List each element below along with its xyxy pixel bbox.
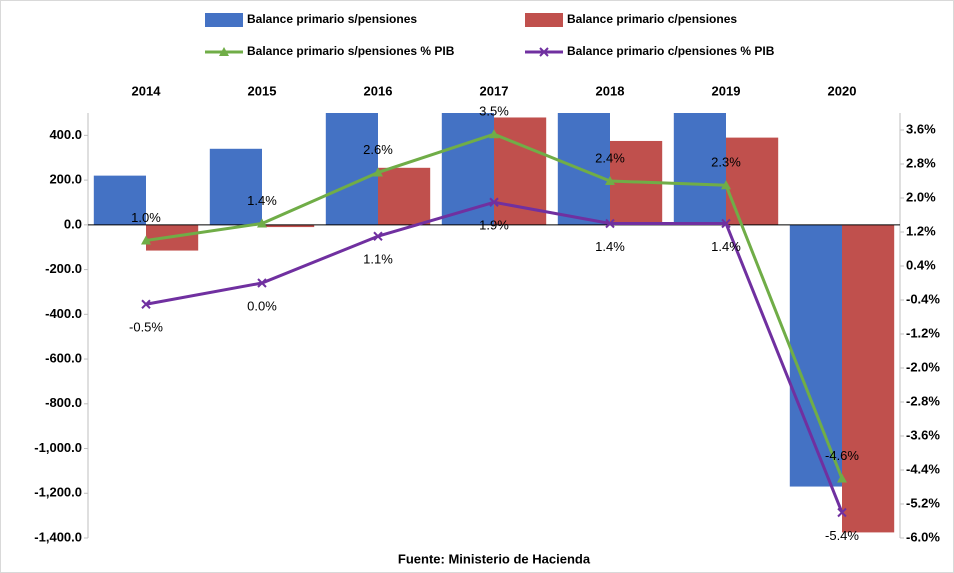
bar [325, 113, 378, 225]
y-tick-label: -1,000.0 [34, 440, 82, 455]
y-tick-label: -200.0 [45, 261, 82, 276]
bar [494, 117, 547, 225]
legend-label: Balance primario s/pensiones % PIB [247, 44, 455, 58]
plot-area [93, 113, 895, 533]
y-tick-label: -600.0 [45, 350, 82, 365]
marker [141, 235, 151, 245]
data-label: 1.9% [479, 218, 509, 233]
y-tick-label: 400.0 [49, 127, 82, 142]
y2-tick-label: -1.2% [906, 325, 940, 340]
marker [257, 218, 267, 228]
y2-tick-label: -4.4% [906, 461, 940, 476]
x-tick-label: 2020 [828, 83, 857, 98]
y2-tick-label: -3.6% [906, 427, 940, 442]
bar [209, 148, 262, 225]
x-tick-label: 2019 [712, 83, 741, 98]
y2-tick-label: -0.4% [906, 291, 940, 306]
y2-tick-label: 3.6% [906, 121, 936, 136]
marker [489, 197, 499, 207]
legend-swatch [205, 13, 243, 27]
bar [842, 224, 895, 533]
y-tick-label: 200.0 [49, 172, 82, 187]
marker [837, 507, 847, 518]
data-label: 1.0% [131, 210, 161, 225]
data-label: 2.4% [595, 150, 625, 165]
y-tick-label: -800.0 [45, 395, 82, 410]
marker [837, 473, 847, 483]
data-label: 2.3% [711, 155, 741, 170]
y2-tick-label: -2.8% [906, 393, 940, 408]
data-label: 1.4% [595, 239, 625, 254]
marker [141, 299, 151, 309]
marker [257, 278, 267, 288]
x-tick-label: 2015 [248, 83, 277, 98]
y2-tick-label: -5.2% [906, 495, 940, 510]
data-label: -0.5% [129, 320, 163, 335]
bar [262, 224, 315, 228]
marker [721, 218, 731, 229]
marker [373, 231, 383, 241]
data-label: -5.4% [825, 528, 859, 543]
bar [726, 137, 779, 225]
bar [673, 113, 726, 225]
bar [789, 224, 842, 487]
y2-tick-label: -2.0% [906, 359, 940, 374]
legend-label: Balance primario c/pensiones % PIB [567, 44, 775, 58]
y2-tick-label: 1.2% [906, 223, 936, 238]
data-label: 2.6% [363, 142, 393, 157]
source: Fuente: Ministerio de Hacienda [398, 551, 591, 566]
data-label: 0.0% [247, 298, 277, 313]
y-tick-label: 0.0 [64, 216, 82, 231]
y2-tick-label: 2.8% [906, 155, 936, 170]
data-label: 1.4% [247, 193, 277, 208]
data-label: 3.5% [479, 104, 509, 119]
x-tick-label: 2014 [132, 83, 162, 98]
marker [721, 180, 731, 190]
y-tick-label: -400.0 [45, 306, 82, 321]
x-tick-label: 2017 [480, 83, 509, 98]
marker [373, 167, 383, 177]
legend-label: Balance primario c/pensiones [567, 12, 737, 26]
data-label: 1.4% [711, 239, 741, 254]
y2-tick-label: 0.4% [906, 257, 936, 272]
y-tick-label: -1,400.0 [34, 529, 82, 544]
marker [605, 218, 615, 229]
data-label: 1.1% [363, 252, 393, 267]
legend-marker [539, 47, 549, 57]
legend-swatch [525, 13, 563, 27]
legend-marker [219, 47, 229, 56]
x-tick-label: 2016 [364, 83, 393, 98]
legend-label: Balance primario s/pensiones [247, 12, 417, 26]
x-tick-label: 2018 [596, 83, 625, 98]
bar [93, 175, 146, 225]
marker [605, 176, 615, 185]
y2-tick-label: 2.0% [906, 189, 936, 204]
y-tick-label: -1,200.0 [34, 485, 82, 500]
data-label: -4.6% [825, 448, 859, 463]
bar [378, 167, 431, 225]
marker [489, 129, 499, 139]
y2-tick-label: -6.0% [906, 529, 940, 544]
